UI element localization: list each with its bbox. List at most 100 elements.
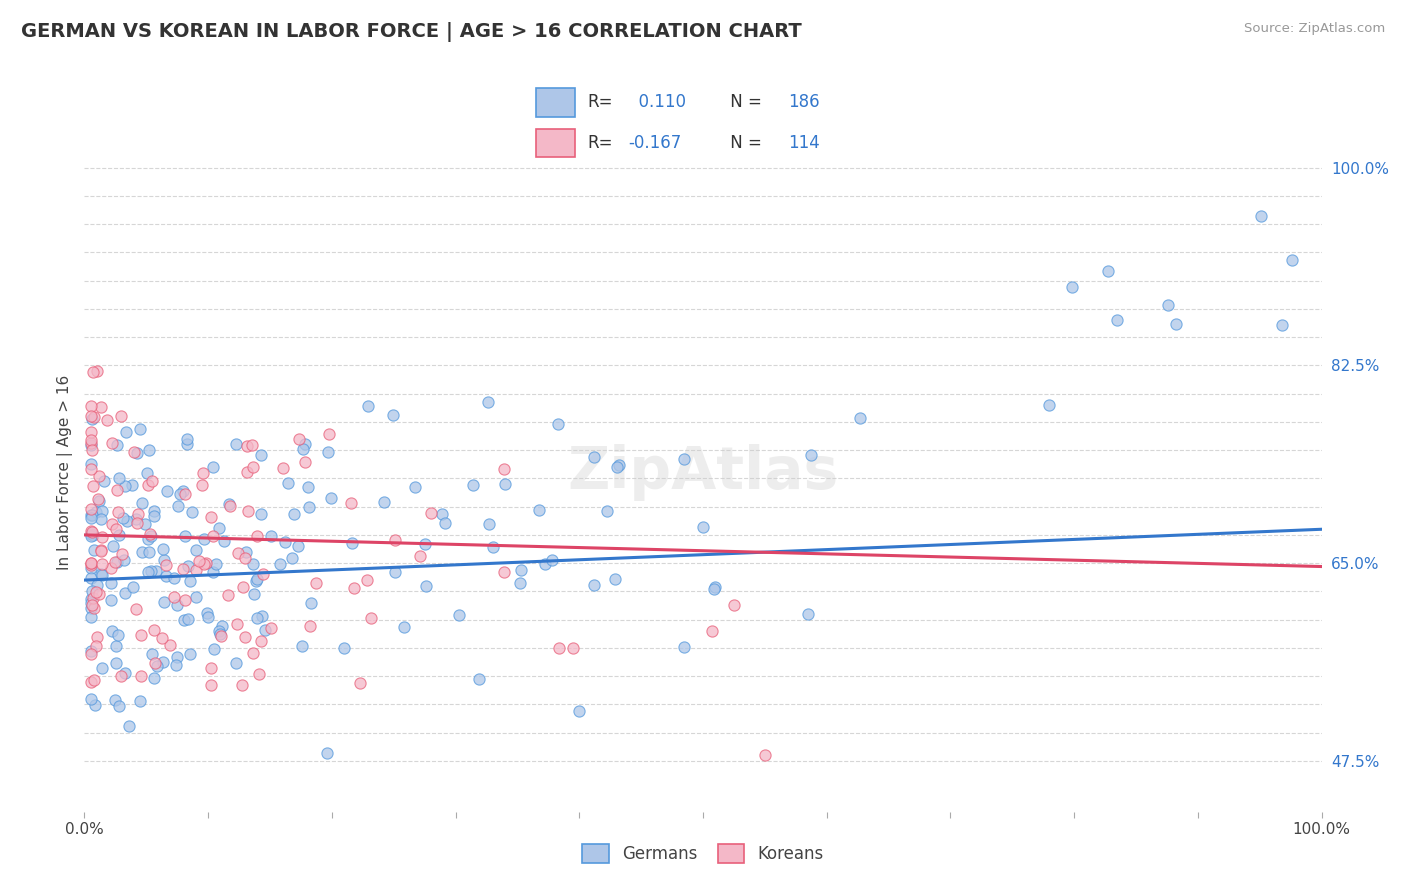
Point bbox=[134, 517, 156, 532]
Point bbox=[125, 512, 148, 526]
Point bbox=[392, 620, 415, 634]
Point bbox=[232, 580, 254, 594]
Point bbox=[79, 409, 101, 423]
Point bbox=[86, 577, 108, 591]
Point bbox=[201, 529, 224, 543]
Point bbox=[298, 500, 321, 515]
Point bbox=[287, 539, 309, 553]
Point bbox=[246, 611, 269, 625]
Point bbox=[340, 496, 363, 510]
Text: N =: N = bbox=[725, 134, 762, 152]
Point bbox=[800, 449, 823, 463]
Point bbox=[249, 448, 271, 462]
Point bbox=[79, 561, 101, 575]
Point bbox=[84, 585, 107, 599]
Point bbox=[219, 500, 242, 514]
Point bbox=[138, 442, 160, 457]
Point bbox=[1164, 317, 1187, 331]
Point bbox=[177, 559, 200, 574]
Text: 186: 186 bbox=[787, 94, 820, 112]
Point bbox=[420, 506, 443, 520]
Point bbox=[195, 556, 218, 570]
Point bbox=[107, 471, 129, 485]
Point bbox=[202, 565, 225, 579]
Point bbox=[1060, 279, 1083, 293]
Point bbox=[294, 455, 316, 469]
Point bbox=[176, 437, 198, 451]
Point bbox=[79, 556, 101, 570]
Point bbox=[582, 450, 605, 465]
Point bbox=[235, 545, 257, 559]
Point bbox=[252, 566, 274, 581]
Point bbox=[104, 555, 127, 569]
Point bbox=[100, 576, 122, 591]
Point bbox=[434, 516, 457, 530]
Point bbox=[703, 582, 725, 596]
Point bbox=[128, 694, 150, 708]
Point bbox=[90, 511, 112, 525]
Point bbox=[86, 364, 108, 378]
Point bbox=[101, 624, 124, 639]
Point bbox=[79, 501, 101, 516]
Point bbox=[233, 630, 256, 644]
FancyBboxPatch shape bbox=[536, 88, 575, 117]
Point bbox=[243, 587, 266, 601]
Point bbox=[547, 417, 569, 431]
Point bbox=[509, 563, 531, 577]
Point bbox=[236, 503, 259, 517]
Point bbox=[356, 573, 378, 587]
Point bbox=[115, 425, 138, 439]
Point bbox=[186, 562, 208, 576]
Point bbox=[166, 649, 188, 664]
Point bbox=[86, 630, 108, 644]
Point bbox=[409, 549, 432, 563]
Point bbox=[79, 592, 101, 607]
Point bbox=[80, 442, 103, 457]
Point bbox=[294, 437, 316, 451]
Point bbox=[139, 529, 162, 543]
Point bbox=[316, 747, 339, 761]
Point bbox=[494, 462, 516, 476]
Point bbox=[143, 504, 166, 518]
Point bbox=[527, 503, 550, 517]
Point bbox=[93, 474, 115, 488]
Point bbox=[167, 500, 190, 514]
Point bbox=[80, 412, 103, 426]
Point bbox=[83, 542, 105, 557]
Point bbox=[384, 565, 406, 579]
Point bbox=[292, 442, 315, 457]
Point bbox=[79, 647, 101, 661]
Point bbox=[155, 558, 177, 572]
Point bbox=[384, 533, 406, 547]
Point bbox=[208, 521, 231, 535]
Point bbox=[146, 659, 169, 673]
Y-axis label: In Labor Force | Age > 16: In Labor Force | Age > 16 bbox=[58, 376, 73, 570]
Point bbox=[83, 673, 105, 687]
Point bbox=[104, 693, 127, 707]
Point bbox=[87, 469, 110, 483]
Point bbox=[218, 497, 240, 511]
Point bbox=[242, 460, 264, 475]
Point bbox=[108, 527, 131, 541]
Point bbox=[125, 516, 148, 530]
Point bbox=[131, 627, 153, 641]
Point bbox=[105, 483, 128, 497]
Point bbox=[141, 647, 163, 661]
Point bbox=[1281, 252, 1303, 267]
Point bbox=[299, 619, 322, 633]
Point bbox=[150, 631, 173, 645]
Point bbox=[242, 558, 264, 572]
Point bbox=[80, 599, 103, 613]
Point bbox=[202, 641, 225, 656]
Point bbox=[129, 669, 152, 683]
Point bbox=[796, 607, 818, 622]
Point bbox=[142, 671, 165, 685]
Point bbox=[129, 422, 152, 436]
Point bbox=[79, 508, 101, 523]
Point bbox=[82, 508, 104, 523]
Point bbox=[260, 621, 283, 635]
Point bbox=[79, 596, 101, 610]
Point bbox=[152, 655, 174, 669]
Point bbox=[273, 460, 295, 475]
Point bbox=[413, 537, 436, 551]
